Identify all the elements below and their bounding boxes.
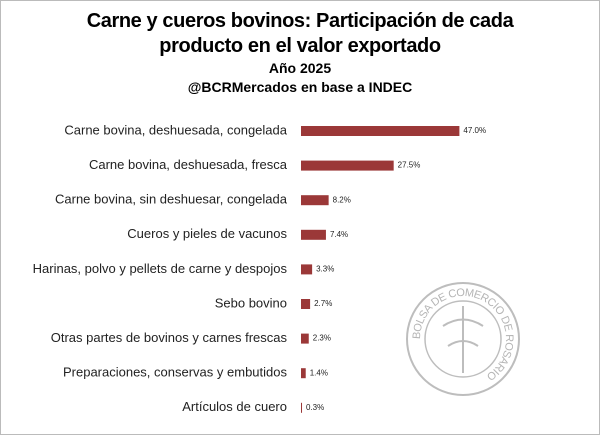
bar (301, 229, 326, 240)
value-label: 0.3% (306, 403, 324, 412)
category-label: Carne bovina, sin deshuesar, congelada (55, 192, 288, 207)
bar (301, 402, 303, 413)
category-label: Carne bovina, deshuesada, fresca (89, 157, 288, 172)
value-label: 1.4% (310, 368, 328, 377)
seal-wings (442, 318, 484, 347)
watermark: BOLSA DE COMERCIO DE ROSARIO (406, 282, 520, 396)
source: @BCRMercados en base a INDEC (187, 79, 413, 95)
bar (301, 368, 306, 379)
seal-ring (424, 300, 502, 378)
bar (301, 299, 311, 309)
value-label: 47.0% (463, 126, 486, 135)
bar (301, 333, 309, 344)
bar (301, 160, 394, 171)
category-label: Artículos de cuero (182, 399, 287, 414)
value-label: 27.5% (398, 161, 421, 170)
category-label: Sebo bovino (215, 295, 287, 310)
bar (301, 126, 460, 136)
subtitle: Año 2025 (268, 60, 332, 76)
category-label: Cueros y pieles de vacunos (127, 226, 287, 241)
category-label: Otras partes de bovinos y carnes frescas (51, 330, 288, 345)
chart-title: Carne y cueros bovinos: Participación de… (86, 10, 514, 57)
category-label: Preparaciones, conservas y embutidos (63, 365, 288, 380)
value-label: 3.3% (316, 265, 334, 274)
bar (301, 195, 329, 206)
value-label: 2.3% (313, 334, 331, 343)
value-label: 2.7% (314, 299, 332, 308)
category-label: Carne bovina, deshuesada, congelada (64, 122, 287, 137)
seal-ring (406, 282, 520, 396)
header: Carne y cueros bovinos: Participación de… (1, 9, 599, 97)
bar (301, 264, 313, 275)
value-label: 7.4% (330, 230, 348, 239)
category-label: Harinas, polvo y pellets de carne y desp… (33, 261, 288, 276)
value-label: 8.2% (333, 195, 351, 204)
